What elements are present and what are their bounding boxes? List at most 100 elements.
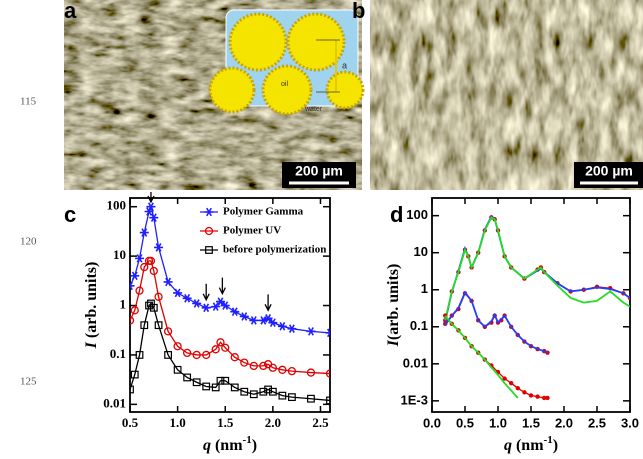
marker [263, 314, 273, 323]
marker [154, 243, 164, 252]
marker [278, 391, 287, 400]
x-tick-label: 0.0 [423, 415, 441, 430]
x-tick-label: 2.5 [312, 415, 329, 430]
legend-symbol [204, 207, 214, 217]
annotation-arrow [264, 294, 272, 312]
marker [140, 321, 149, 330]
marker [135, 351, 144, 359]
x-tick-label: 1.0 [489, 415, 507, 430]
marker [202, 350, 211, 360]
y-tick-label: 0.01 [103, 395, 126, 410]
legend-marker [205, 246, 213, 254]
panel-label: b [352, 0, 365, 23]
marker [528, 393, 534, 398]
marker [325, 328, 330, 338]
marker [264, 385, 272, 394]
marker [240, 358, 249, 367]
marker [182, 294, 192, 303]
marker [306, 368, 316, 377]
scale-bar-label: 200 µm [585, 163, 633, 179]
marker [146, 256, 156, 266]
marker [135, 286, 144, 295]
marker [230, 307, 240, 316]
marker [326, 396, 330, 405]
marker [545, 395, 550, 401]
marker [140, 262, 149, 272]
scale-bar-label: 200 µm [295, 163, 343, 179]
marker [183, 373, 192, 382]
inset-a: a [342, 60, 347, 70]
marker [249, 361, 258, 371]
marker [535, 394, 540, 399]
y-tick-label: 1E-3 [401, 392, 428, 407]
series-line [130, 302, 330, 402]
marker [220, 301, 230, 310]
marker [522, 390, 527, 395]
marker [130, 271, 140, 281]
marker [239, 312, 249, 321]
marker [202, 382, 211, 391]
x-axis-title: q (nm-1) [504, 434, 558, 454]
x-tick-label: 1.5 [522, 415, 540, 430]
marker [502, 376, 507, 381]
inset-oil: oil [281, 81, 288, 88]
marker [192, 378, 201, 387]
marker [154, 321, 163, 330]
marker [259, 387, 268, 396]
marker [201, 303, 211, 313]
marker [173, 288, 183, 298]
x-tick-label: 0.5 [456, 415, 474, 430]
marker [163, 277, 173, 287]
marker [240, 387, 249, 396]
series-line [444, 216, 630, 321]
marker [268, 363, 278, 372]
annotation-arrow [218, 277, 226, 296]
marker [249, 390, 258, 399]
y-tick-label: 1 [120, 297, 127, 312]
annotation-arrow [202, 283, 210, 302]
x-axis-title-part: q [203, 437, 211, 454]
y-tick-label: 100 [107, 198, 127, 213]
y-axis-title-part: I [385, 339, 402, 347]
y-tick-label: 0.01 [403, 355, 428, 370]
marker [149, 213, 159, 222]
marker [230, 353, 239, 362]
marker [130, 316, 135, 325]
series-line [444, 315, 548, 399]
x-tick-label: 2.0 [265, 415, 281, 430]
y-axis-title-part: I [83, 341, 100, 349]
series-line [444, 315, 519, 399]
x-axis-title-part: (nm [512, 437, 544, 454]
marker [278, 365, 287, 374]
marker [509, 380, 514, 386]
series-line [444, 290, 548, 354]
marker [130, 370, 139, 379]
marker [221, 376, 230, 385]
legend-marker [204, 207, 214, 217]
line-number: 120 [20, 236, 37, 248]
x-axis-title-part: -1 [544, 434, 553, 446]
x-axis-title-part: q [504, 437, 512, 454]
legend-symbol [205, 246, 213, 254]
marker [145, 301, 153, 310]
marker [277, 321, 287, 331]
x-tick-label: 1.5 [217, 415, 234, 430]
annotation-arrow [147, 192, 155, 204]
marker [211, 383, 220, 392]
x-tick-label: 0.5 [122, 415, 139, 430]
line-number: 115 [20, 96, 37, 108]
legend-label: Polymer Gamma [223, 206, 304, 218]
marker [173, 342, 182, 351]
marker [192, 350, 201, 360]
marker [211, 345, 220, 354]
x-tick-label: 1.0 [169, 415, 185, 430]
y-tick-label: 10 [113, 247, 126, 262]
series-line [130, 260, 330, 375]
y-tick-label: 0.1 [110, 346, 126, 361]
marker [130, 306, 139, 315]
marker [149, 303, 158, 312]
marker [287, 324, 297, 333]
y-tick-label: 10 [414, 244, 428, 259]
y-axis-title-part: (arb. units) [385, 264, 402, 340]
